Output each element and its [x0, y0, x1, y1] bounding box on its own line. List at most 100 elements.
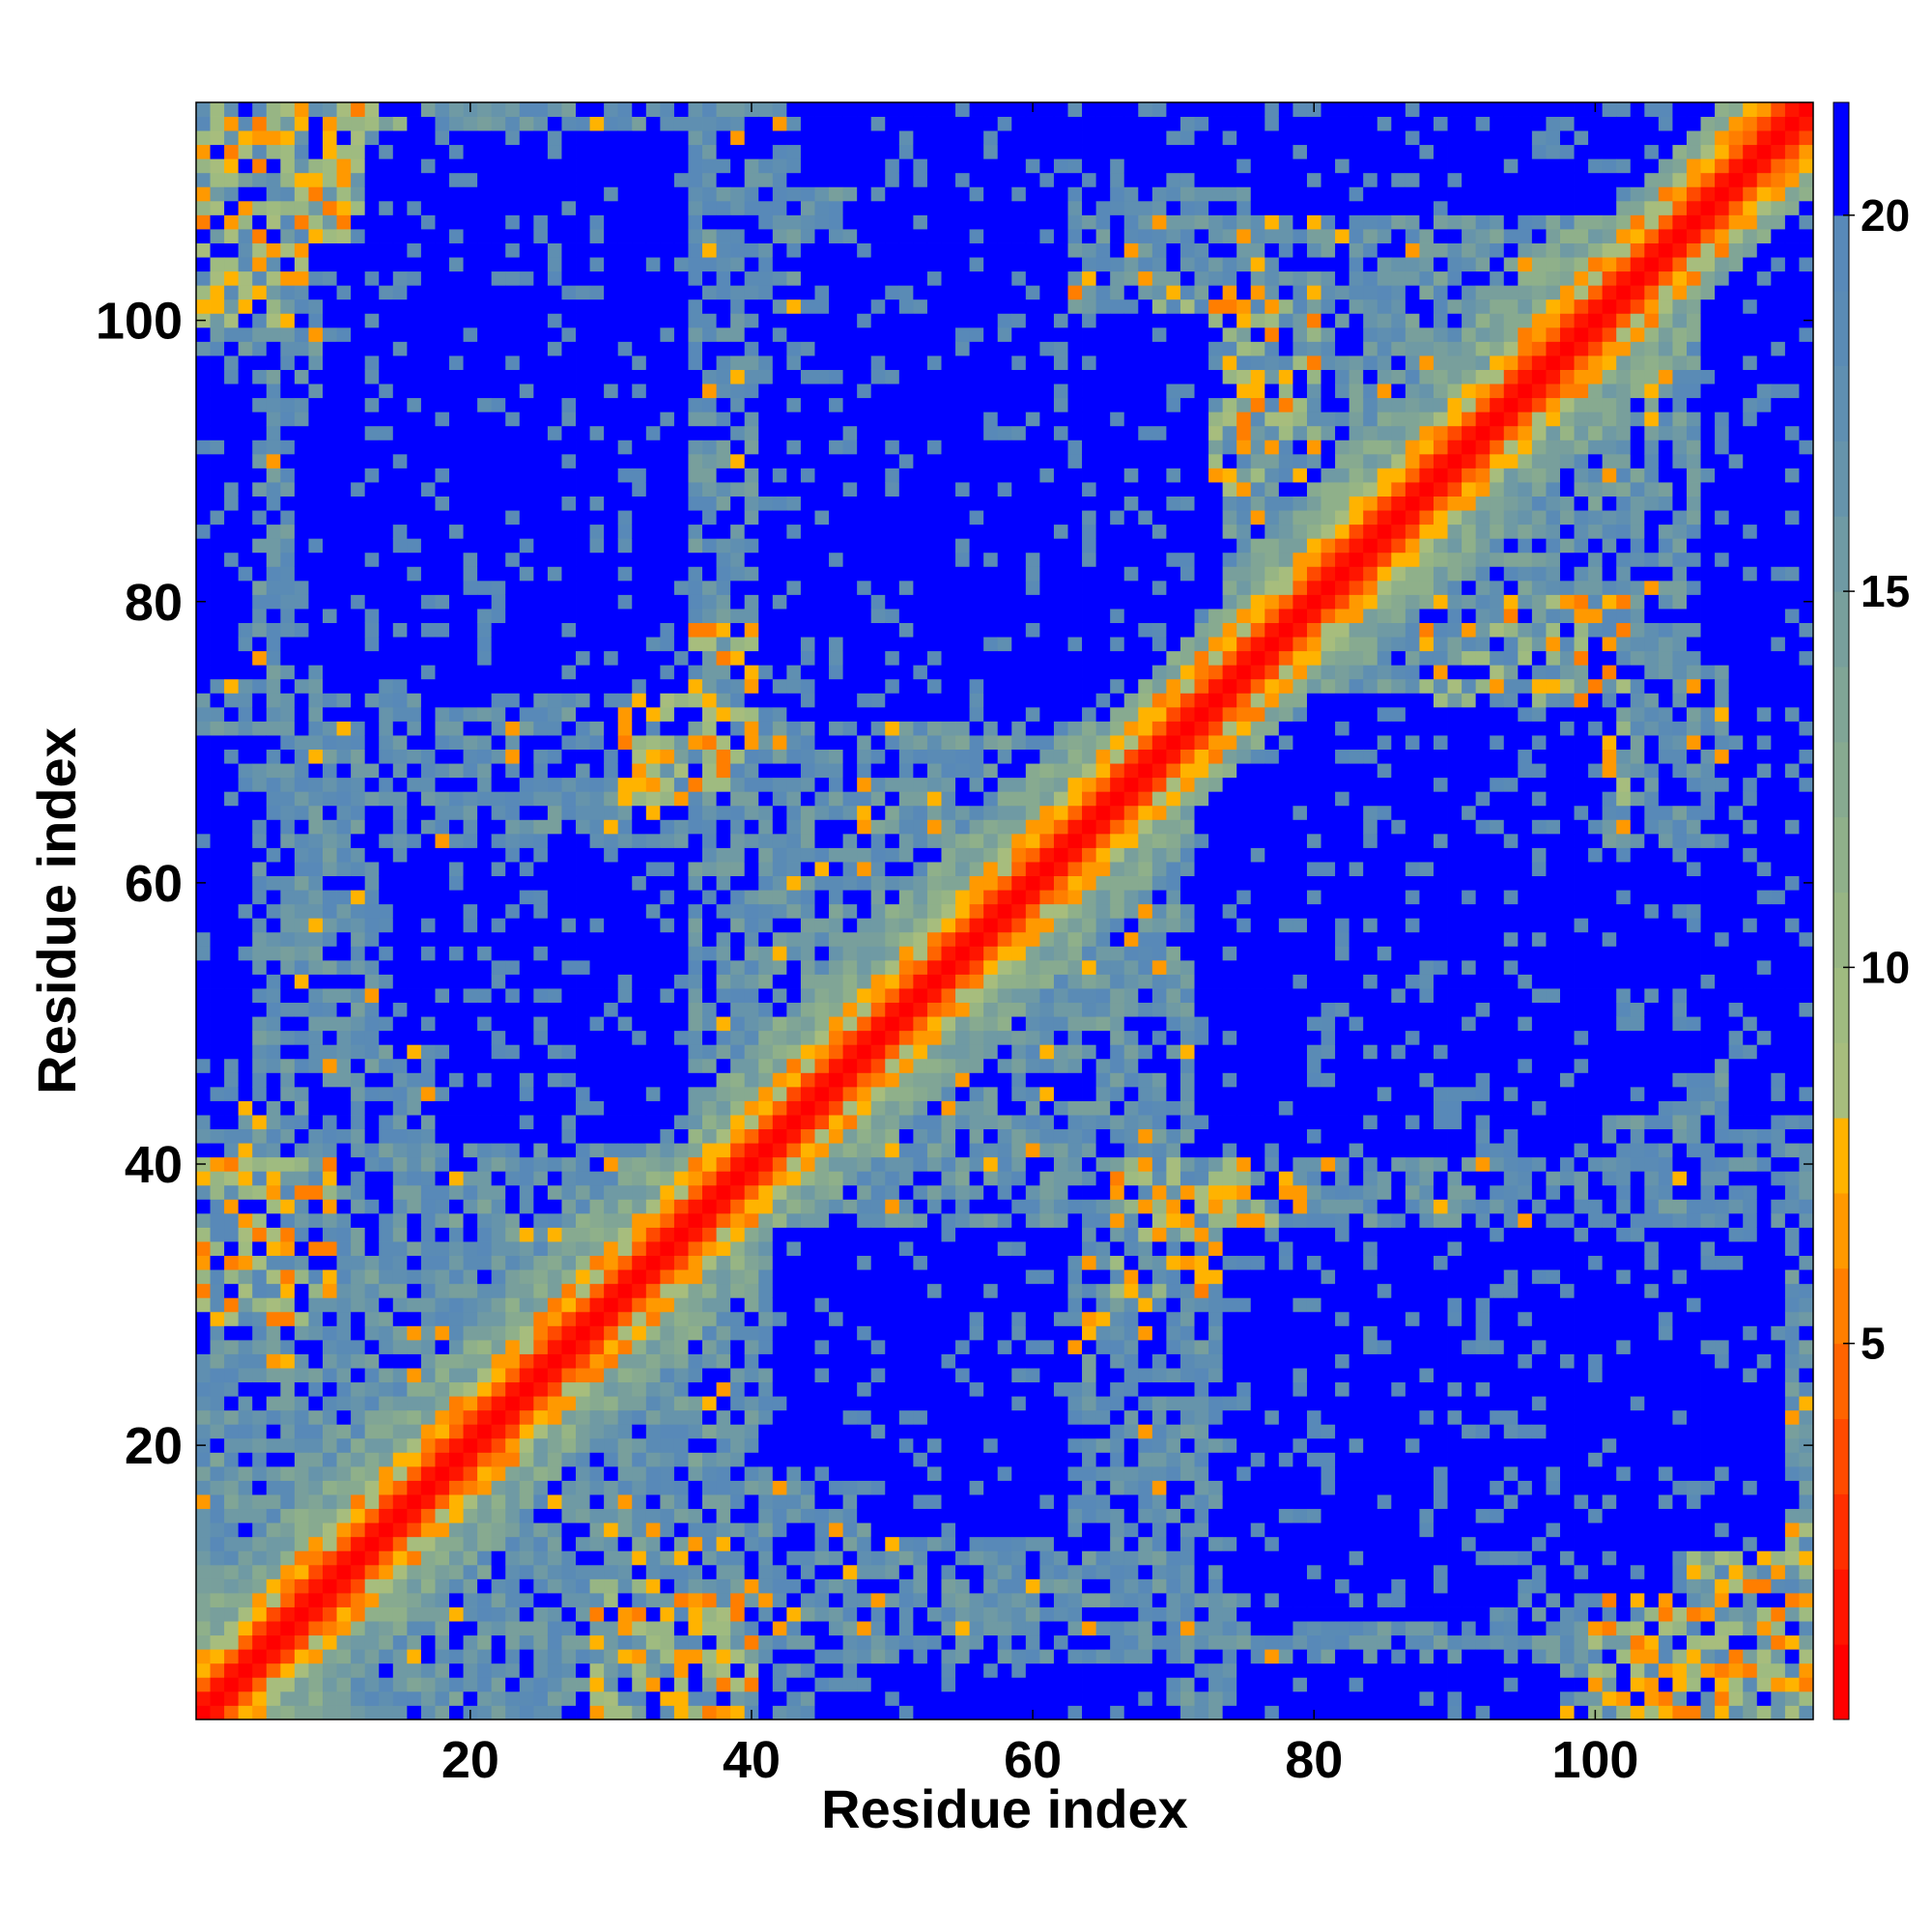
heatmap-cell: [266, 242, 281, 258]
heatmap-cell: [505, 1564, 521, 1579]
heatmap-cell: [435, 974, 450, 989]
heatmap-cell: [702, 1677, 717, 1692]
heatmap-cell: [716, 425, 731, 440]
heatmap-cell: [604, 482, 619, 497]
heatmap-cell: [519, 1156, 534, 1172]
heatmap-cell: [604, 1199, 619, 1214]
heatmap-cell: [772, 327, 787, 342]
heatmap-cell: [645, 270, 661, 286]
heatmap-cell: [336, 1662, 352, 1678]
heatmap-cell: [660, 1255, 675, 1270]
heatmap-cell: [604, 637, 619, 652]
heatmap-cell: [645, 327, 661, 342]
heatmap-cell: [604, 847, 619, 863]
heatmap-cell: [645, 552, 661, 567]
heatmap-cell: [196, 1311, 211, 1326]
heatmap-cell: [491, 1297, 506, 1313]
heatmap-cell: [786, 1199, 802, 1214]
heatmap-cell: [547, 313, 562, 328]
heatmap-cell: [688, 1536, 703, 1551]
heatmap-cell: [238, 693, 253, 708]
heatmap-cell: [210, 1016, 225, 1032]
heatmap-cell: [786, 1634, 802, 1650]
heatmap-cell: [533, 172, 549, 187]
heatmap-cell: [617, 890, 633, 905]
heatmap-cell: [308, 735, 324, 750]
heatmap-cell: [210, 1677, 225, 1692]
heatmap-cell: [294, 130, 309, 146]
heatmap-cell: [617, 538, 633, 554]
heatmap-cell: [252, 650, 268, 666]
heatmap-cell: [533, 650, 549, 666]
heatmap-cell: [744, 1016, 759, 1032]
heatmap-cell: [772, 1662, 787, 1678]
heatmap-cell: [632, 1311, 647, 1326]
heatmap-cell: [547, 327, 562, 342]
heatmap-cell: [547, 425, 562, 440]
heatmap-cell: [576, 1030, 590, 1045]
heatmap-cell: [392, 257, 408, 272]
heatmap-cell: [238, 1171, 253, 1186]
heatmap-cell: [702, 1634, 717, 1650]
heatmap-cell: [266, 1578, 281, 1594]
heatmap-cell: [604, 1072, 619, 1088]
heatmap-cell: [435, 1437, 450, 1453]
heatmap-cell: [477, 959, 493, 975]
heatmap-cell: [533, 594, 549, 610]
heatmap-cell: [252, 1171, 268, 1186]
heatmap-cell: [477, 1100, 493, 1116]
heatmap-cell: [238, 313, 253, 328]
heatmap-cell: [561, 1578, 577, 1594]
heatmap-cell: [660, 102, 675, 117]
heatmap-cell: [351, 257, 366, 272]
heatmap-cell: [364, 1044, 380, 1060]
heatmap-cell: [576, 1184, 590, 1200]
heatmap-cell: [730, 1353, 746, 1369]
heatmap-cell: [772, 890, 787, 905]
heatmap-cell: [392, 1143, 408, 1158]
heatmap-cell: [561, 257, 577, 272]
heatmap-cell: [379, 1564, 394, 1579]
heatmap-cell: [435, 678, 450, 694]
heatmap-cell: [420, 833, 436, 848]
heatmap-cell: [519, 186, 534, 202]
heatmap-cell: [266, 1494, 281, 1510]
heatmap-cell: [758, 706, 774, 722]
heatmap-cell: [547, 637, 562, 652]
heatmap-cell: [547, 1086, 562, 1101]
heatmap-cell: [730, 285, 746, 300]
heatmap-cell: [379, 257, 394, 272]
heatmap-cell: [407, 678, 422, 694]
heatmap-cell: [758, 1212, 774, 1228]
heatmap-cell: [673, 1494, 689, 1510]
heatmap-cell: [308, 1409, 324, 1425]
heatmap-cell: [632, 242, 647, 258]
heatmap-cell: [266, 1100, 281, 1116]
heatmap-cell: [660, 665, 675, 680]
heatmap-cell: [673, 1508, 689, 1523]
heatmap-cell: [589, 763, 605, 779]
heatmap-cell: [238, 102, 253, 117]
heatmap-cell: [238, 678, 253, 694]
heatmap-cell: [688, 833, 703, 848]
heatmap-cell: [617, 214, 633, 230]
heatmap-cell: [252, 144, 268, 159]
heatmap-cell: [463, 1381, 478, 1397]
heatmap-cell: [547, 946, 562, 961]
heatmap-cell: [533, 1269, 549, 1285]
heatmap-cell: [758, 1156, 774, 1172]
heatmap-cell: [632, 1072, 647, 1088]
heatmap-cell: [238, 1199, 253, 1214]
heatmap-cell: [420, 397, 436, 412]
heatmap-cell: [673, 1115, 689, 1130]
heatmap-cell: [716, 1283, 731, 1298]
heatmap-cell: [407, 1381, 422, 1397]
heatmap-cell: [449, 903, 464, 919]
heatmap-cell: [196, 1044, 211, 1060]
heatmap-cell: [632, 1634, 647, 1650]
heatmap-cell: [407, 1016, 422, 1032]
heatmap-cell: [589, 819, 605, 835]
heatmap-cell: [407, 214, 422, 230]
heatmap-cell: [702, 805, 717, 820]
heatmap-cell: [604, 1662, 619, 1678]
